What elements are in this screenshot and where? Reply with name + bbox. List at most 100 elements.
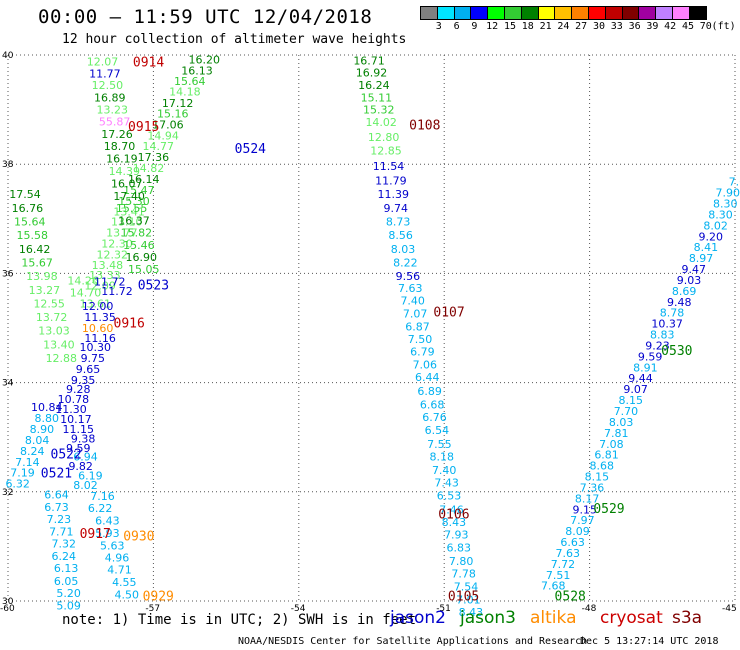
lon-tick-label: -57 [145, 604, 160, 614]
scale-label: 6 [453, 21, 460, 32]
lon-tick-label: -51 [436, 604, 451, 614]
lon-tick-label: -48 [582, 604, 597, 614]
wave-height-point: 7.78 [451, 568, 476, 581]
wave-height-point: 7.54 [454, 580, 479, 593]
wave-height-point: 6.87 [405, 320, 430, 333]
wave-height-point: 16.92 [356, 66, 388, 79]
wave-height-point: 5.20 [56, 587, 81, 600]
pass-time-label: 0522 [51, 448, 82, 463]
pass-time-label: 0915 [128, 120, 159, 135]
wave-height-point: 15.16 [157, 107, 189, 120]
scale-label: 39 [646, 21, 659, 32]
scale-label: 27 [575, 21, 588, 32]
pass-time-label: 0106 [438, 508, 469, 523]
pass-time-label: 0528 [555, 590, 586, 605]
scale-label: 15 [503, 21, 517, 32]
wave-height-point: 6.73 [44, 501, 69, 514]
time-labels: 0914 0915 0524 0108 0523 0107 0916 0530 0522 0521… [41, 56, 693, 605]
wave-height-point: 9.74 [383, 202, 408, 215]
wave-height-point: 6.53 [437, 490, 462, 503]
wave-height-point: 6.32 [5, 478, 30, 491]
wave-height-point: 14.70 [70, 287, 102, 300]
wave-height-point: 16.42 [19, 243, 51, 256]
wave-height-point: 7.63 [556, 547, 581, 560]
legend-jason2: jason2 [390, 608, 446, 628]
wave-height-point: 7.06 [413, 359, 438, 372]
lat-tick-label: 30 [2, 597, 14, 607]
wave-height-point: 15.64 [174, 75, 206, 88]
wave-height-point: 6.81 [594, 449, 619, 462]
wave-height-point: 8.18 [430, 450, 455, 463]
pass-time-label: 0914 [133, 56, 164, 71]
wave-height-point: 7.43 [434, 477, 459, 490]
wave-height-point: 11.54 [373, 160, 405, 173]
wave-height-point: 7.72 [551, 558, 576, 571]
wave-height-point: 17.54 [9, 188, 41, 201]
wave-height-point: 8.90 [30, 423, 55, 436]
wave-height-point: 9.82 [68, 460, 93, 473]
wave-height-point: 11.77 [89, 68, 121, 81]
wave-height-point: 9.47 [682, 263, 707, 276]
wave-height-point: 17.26 [101, 128, 133, 141]
wave-height-point: 14.82 [133, 162, 165, 175]
color-scale-labels: 3 6 9 12 15 18 21 24 27 30 33 36 39 42 45 70 (ft) [421, 21, 740, 33]
scale-label: 42 [664, 21, 677, 32]
lon-tick-label: -60 [0, 604, 15, 614]
wave-height-point: 13.98 [26, 270, 58, 283]
pass-time-label: 0529 [593, 502, 624, 517]
wave-height-point: 7.23 [47, 513, 72, 526]
lat-tick-label: 36 [2, 269, 14, 279]
wave-height-point: 8.22 [393, 256, 418, 269]
wave-height-point: 11.72 [94, 276, 126, 289]
wave-height-point: 4.71 [107, 563, 132, 576]
wave-height-point: 14.02 [365, 116, 397, 129]
wave-height-point: 4.55 [112, 576, 137, 589]
wave-height-point: 6.64 [44, 489, 69, 502]
wave-height-point: 7.46 [439, 503, 464, 516]
lat-tick-label: 38 [2, 160, 14, 170]
wave-height-point: 7.50 [408, 333, 433, 346]
wave-height-point: 8.03 [609, 416, 634, 429]
wave-height-point: 18.70 [104, 140, 136, 153]
wave-height-point: 7.68 [541, 580, 566, 593]
wave-height-point: 10.60 [82, 322, 114, 335]
wave-height-point: 16.07 [111, 177, 143, 190]
wave-height-point: 9.38 [71, 432, 96, 445]
wave-height-point: 16.90 [126, 251, 158, 264]
wave-height-point: 9.23 [645, 339, 670, 352]
wave-height-point: 9.59 [638, 350, 663, 363]
wave-height-point: 12.55 [33, 297, 65, 310]
wave-height-point: 7.81 [604, 427, 629, 440]
scale-label: 24 [557, 21, 570, 32]
wave-height-point: 13.41 [113, 206, 145, 219]
wave-height-point: 14.94 [147, 129, 179, 142]
lon-tick-label: -54 [291, 604, 306, 614]
lat-tick-label: 32 [2, 488, 13, 498]
wave-height-point: 7.07 [403, 307, 428, 320]
wave-height-point: 12.00 [82, 300, 114, 313]
wave-height-point: 11.72 [101, 285, 133, 298]
wave-height-point: 15.11 [361, 92, 393, 105]
wave-height-point: 7.80 [449, 555, 474, 568]
wave-height-point: 7.55 [427, 438, 452, 451]
wave-height-point: 12.85 [370, 145, 402, 158]
wave-height-point: 14.26 [67, 274, 99, 287]
wave-height-point: 16.76 [12, 202, 44, 215]
wave-height-point: 8.02 [73, 479, 98, 492]
wave-height-point: 10.78 [58, 393, 90, 406]
wave-height-point: 13.72 [36, 311, 68, 324]
wave-height-point: 9.35 [71, 374, 96, 387]
wave-height-point: 4.96 [105, 551, 130, 564]
pass-time-label: 0524 [235, 142, 266, 157]
wave-height-point: 14.39 [109, 165, 141, 178]
wave-height-point: 16.20 [189, 53, 221, 66]
wave-height-point: 7.01 [456, 593, 481, 606]
wave-height-point: 17.40 [113, 190, 145, 203]
wave-height-point: 12.32 [96, 248, 128, 261]
lat-tick-label: 40 [2, 51, 14, 61]
scale-label: 3 [435, 21, 442, 32]
scale-swatch [688, 6, 707, 20]
wave-height-point: 4.50 [114, 588, 139, 601]
wave-height-point: 16.71 [353, 54, 385, 67]
